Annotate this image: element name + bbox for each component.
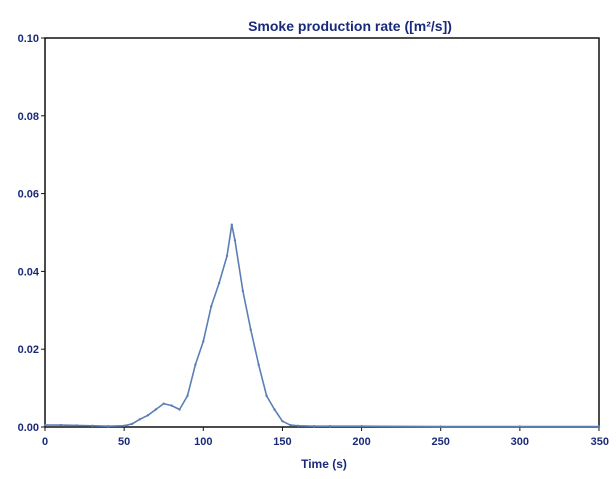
data-point <box>597 425 601 428</box>
data-point <box>59 423 63 427</box>
data-point <box>75 424 78 427</box>
x-tick-label: 0 <box>42 436 48 448</box>
data-point <box>43 423 47 427</box>
y-axis-ticks: 0.00 0.02 0.04 0.06 0.08 0.10 <box>18 33 45 434</box>
data-point <box>297 424 300 428</box>
data-point <box>202 340 205 343</box>
y-tick-label: 0.06 <box>18 189 39 201</box>
data-point <box>273 408 276 411</box>
data-point <box>154 408 157 411</box>
data-point <box>289 423 292 427</box>
data-point <box>146 414 150 417</box>
data-point <box>281 419 284 423</box>
x-tick-label: 250 <box>432 436 450 448</box>
x-axis-ticks: 0 50 100 150 200 250 300 350 <box>42 427 609 448</box>
y-tick-label: 0.10 <box>18 33 39 45</box>
data-point <box>138 418 142 421</box>
y-tick-label: 0.00 <box>18 422 39 434</box>
x-tick-label: 300 <box>511 436 529 448</box>
data-point <box>217 281 221 285</box>
data-point <box>210 305 213 308</box>
data-point <box>518 425 522 428</box>
y-tick-label: 0.02 <box>18 344 39 356</box>
data-point <box>91 424 94 428</box>
x-tick-label: 200 <box>352 436 370 448</box>
data-point <box>194 363 197 366</box>
y-tick-label: 0.08 <box>18 111 39 123</box>
data-point <box>170 404 173 407</box>
data-point <box>265 394 268 398</box>
x-tick-label: 100 <box>194 436 212 448</box>
chart-title: Smoke production rate ([m²/s]) <box>248 18 452 34</box>
data-point <box>178 408 181 411</box>
data-point <box>230 223 233 226</box>
x-tick-label: 50 <box>118 436 130 448</box>
data-point <box>186 394 189 398</box>
data-point <box>257 363 260 366</box>
data-point <box>225 254 229 258</box>
data-point <box>233 239 237 242</box>
data-point <box>249 328 252 331</box>
x-axis-label: Time (s) <box>301 457 347 471</box>
data-point <box>328 425 332 428</box>
y-tick-label: 0.04 <box>18 266 40 278</box>
x-tick-label: 150 <box>273 436 291 448</box>
data-point <box>162 402 165 405</box>
data-point <box>130 422 134 426</box>
data-point <box>241 289 245 293</box>
x-tick-label: 350 <box>591 436 609 448</box>
data-point <box>439 425 442 428</box>
data-point <box>360 425 363 428</box>
data-points <box>43 223 601 428</box>
data-point <box>312 425 316 428</box>
data-point <box>107 425 110 428</box>
data-point <box>122 424 126 428</box>
